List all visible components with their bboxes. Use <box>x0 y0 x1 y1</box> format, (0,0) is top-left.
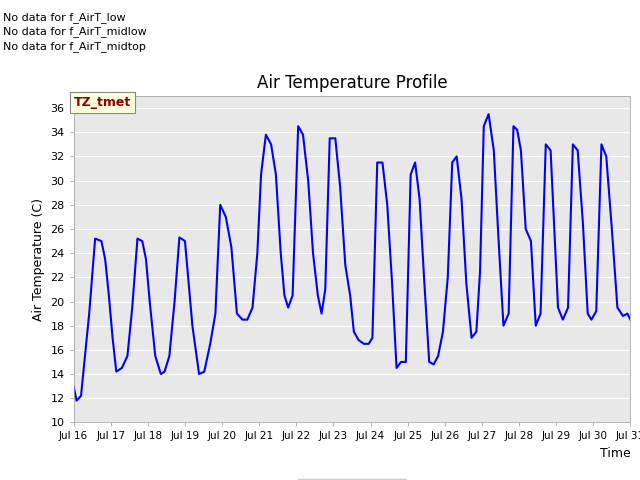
Text: No data for f_AirT_low: No data for f_AirT_low <box>3 12 126 23</box>
Text: TZ_tmet: TZ_tmet <box>74 96 131 109</box>
Text: No data for f_AirT_midtop: No data for f_AirT_midtop <box>3 41 146 52</box>
X-axis label: Time: Time <box>600 447 630 460</box>
Text: No data for f_AirT_midlow: No data for f_AirT_midlow <box>3 26 147 37</box>
Legend: AirT 22m: AirT 22m <box>297 479 407 480</box>
Title: Air Temperature Profile: Air Temperature Profile <box>257 73 447 92</box>
Y-axis label: Air Temperature (C): Air Temperature (C) <box>32 198 45 321</box>
